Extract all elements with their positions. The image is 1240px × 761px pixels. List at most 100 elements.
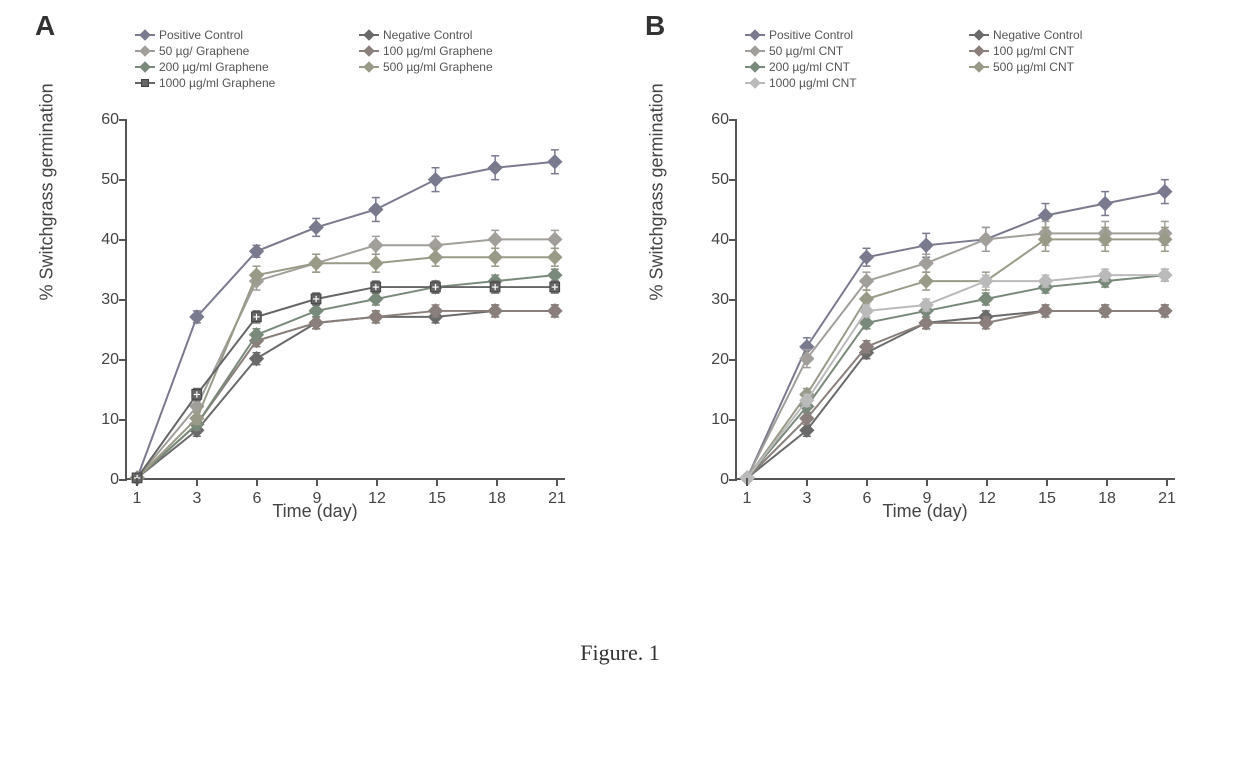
x-tick: [986, 478, 988, 486]
chart-panel-b: B Positive Control Negative Control 50 µg/…: [635, 10, 1215, 530]
legend-item: 1000 µg/ml Graphene: [135, 76, 351, 90]
x-tick-label: 21: [1158, 490, 1176, 508]
legend-marker-icon: [135, 66, 155, 68]
legend-marker-icon: [745, 50, 765, 52]
y-tick: [119, 479, 127, 481]
series-marker: [309, 220, 323, 234]
series-marker: [488, 304, 502, 318]
x-tick-label: 6: [253, 490, 262, 508]
y-tick-label: 0: [85, 471, 119, 489]
y-tick-label: 40: [85, 231, 119, 249]
series-marker: [548, 268, 562, 282]
legend-label: 200 µg/ml Graphene: [159, 60, 269, 74]
series-marker: [860, 250, 874, 264]
legend-marker-icon: [359, 66, 379, 68]
series-marker: [309, 256, 323, 270]
series-marker: [309, 304, 323, 318]
x-tick: [556, 478, 558, 486]
y-tick: [119, 119, 127, 121]
series-marker: [548, 232, 562, 246]
series-marker: [1039, 304, 1053, 318]
series-marker: [369, 238, 383, 252]
series-marker: [1158, 185, 1172, 199]
plot-svg-a: [127, 120, 565, 478]
legend-item: 500 µg/ml CNT: [969, 60, 1185, 74]
chart-panel-a: A Positive ControlNegative Control50 µg/…: [25, 10, 605, 530]
legend-label: 500 µg/ml Graphene: [383, 60, 493, 74]
y-tick-label: 10: [695, 411, 729, 429]
legend-marker-icon: [745, 66, 765, 68]
series-marker: [429, 173, 443, 187]
series-marker: [548, 155, 562, 169]
x-tick: [1166, 478, 1168, 486]
y-tick-label: 60: [85, 111, 119, 129]
y-tick: [119, 359, 127, 361]
legend-label: 200 µg/ml CNT: [769, 60, 850, 74]
y-tick: [729, 179, 737, 181]
x-tick: [1046, 478, 1048, 486]
series-marker: [979, 274, 993, 288]
y-tick: [119, 239, 127, 241]
series-marker: [979, 232, 993, 246]
x-tick-label: 1: [133, 490, 142, 508]
legend-item: Positive Control: [135, 28, 351, 42]
x-tick-label: 3: [193, 490, 202, 508]
series-marker: [979, 292, 993, 306]
y-tick-label: 10: [85, 411, 119, 429]
series-marker: [1098, 197, 1112, 211]
legend-item: 200 µg/ml Graphene: [135, 60, 351, 74]
legend-label: 100 µg/ml Graphene: [383, 44, 493, 58]
legend-item: 500 µg/ml Graphene: [359, 60, 575, 74]
legend-label: 50 µg/ml CNT: [769, 44, 843, 58]
legend-marker-icon: [135, 34, 155, 36]
x-tick-label: 1: [743, 490, 752, 508]
series-marker: [1158, 304, 1172, 318]
y-tick: [729, 359, 737, 361]
panel-label-b: B: [645, 10, 665, 42]
x-tick-label: 6: [863, 490, 872, 508]
series-marker: [1098, 304, 1112, 318]
y-tick-label: 20: [695, 351, 729, 369]
legend-label: Positive Control: [159, 28, 243, 42]
y-tick: [119, 179, 127, 181]
series-marker: [488, 250, 502, 264]
x-tick-label: 15: [1038, 490, 1056, 508]
x-tick: [496, 478, 498, 486]
legend-marker-icon: [745, 34, 765, 36]
y-tick-label: 0: [695, 471, 729, 489]
series-marker: [488, 161, 502, 175]
legend-label: Negative Control: [993, 28, 1082, 42]
legend-item: Negative Control: [359, 28, 575, 42]
y-tick-label: 30: [85, 291, 119, 309]
y-tick: [729, 239, 737, 241]
series-marker: [919, 274, 933, 288]
legend-label: 50 µg/ Graphene: [159, 44, 249, 58]
legend-item: Negative Control: [969, 28, 1185, 42]
x-tick-label: 15: [428, 490, 446, 508]
plot-svg-b: [737, 120, 1175, 478]
plot-area-b: 0102030405060136912151821: [735, 120, 1175, 480]
x-axis-title-b: Time (day): [882, 501, 967, 522]
x-tick: [926, 478, 928, 486]
series-marker: [1158, 268, 1172, 282]
series-marker: [429, 250, 443, 264]
y-tick: [119, 419, 127, 421]
legend-marker-icon: [969, 50, 989, 52]
legend-marker-icon: [359, 34, 379, 36]
x-tick-label: 12: [368, 490, 386, 508]
legend-marker-icon: [969, 34, 989, 36]
legend-item: Positive Control: [745, 28, 961, 42]
x-tick-label: 21: [548, 490, 566, 508]
x-tick: [256, 478, 258, 486]
y-tick: [119, 299, 127, 301]
legend-label: 1000 µg/ml Graphene: [159, 76, 275, 90]
y-tick-label: 50: [85, 171, 119, 189]
figure-container: A Positive ControlNegative Control50 µg/…: [0, 0, 1240, 540]
legend-marker-icon: [359, 50, 379, 52]
legend-item: 50 µg/ Graphene: [135, 44, 351, 58]
series-marker: [548, 250, 562, 264]
x-tick: [866, 478, 868, 486]
legend-label: Negative Control: [383, 28, 472, 42]
x-tick: [376, 478, 378, 486]
series-marker: [369, 256, 383, 270]
